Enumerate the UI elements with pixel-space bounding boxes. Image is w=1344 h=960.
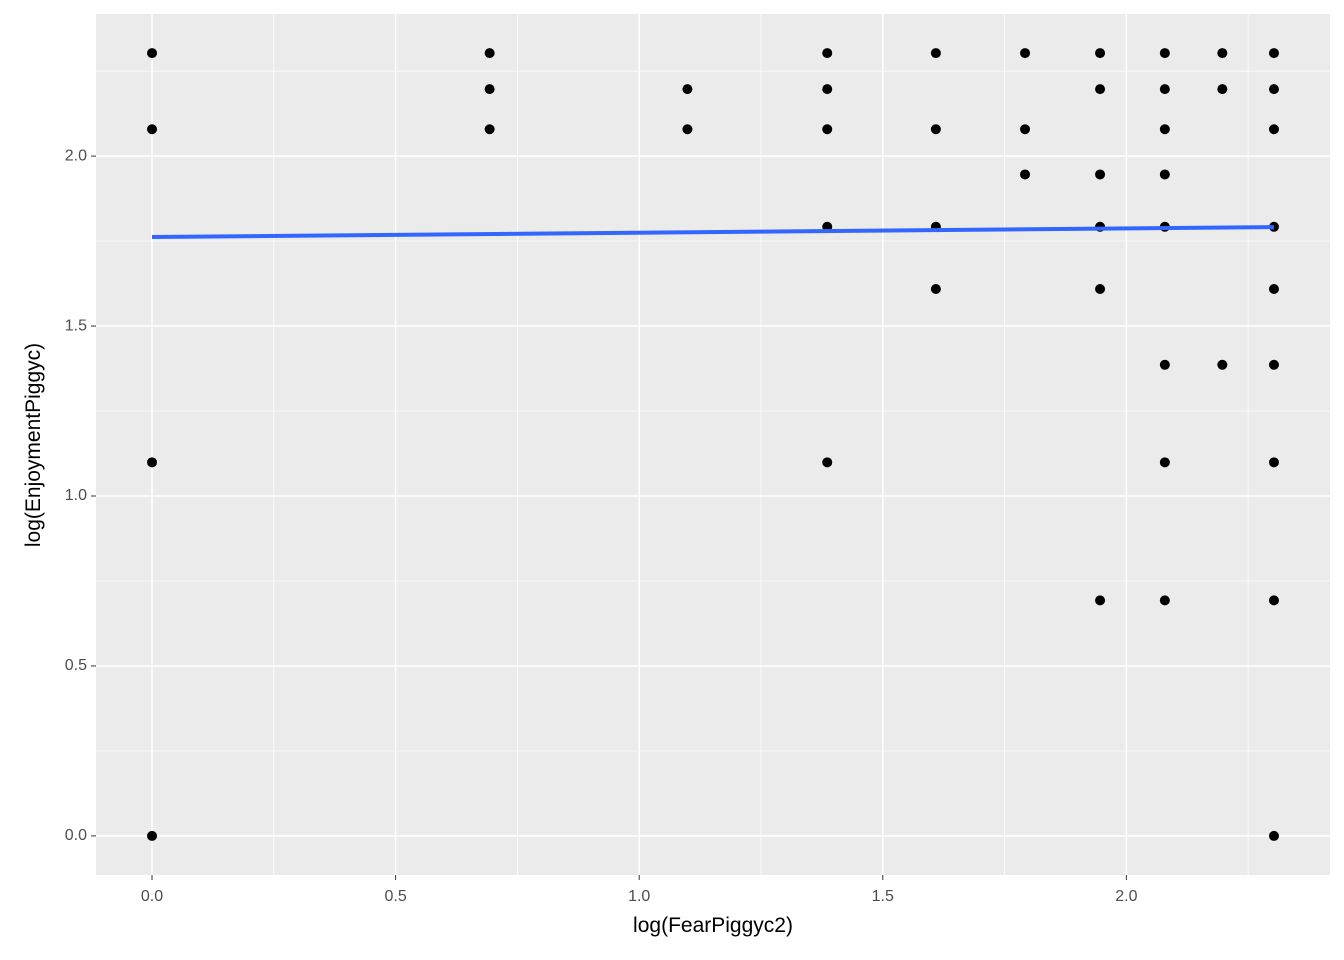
point <box>1268 283 1279 294</box>
point <box>1020 124 1031 135</box>
point <box>1159 124 1170 135</box>
x-tick-label: 1.5 <box>872 888 894 905</box>
x-axis-title: log(FearPiggyc2) <box>633 914 793 937</box>
point <box>930 283 941 294</box>
point <box>1095 283 1106 294</box>
x-tick-label: 1.0 <box>628 888 650 905</box>
point <box>1020 48 1031 59</box>
point <box>1159 595 1170 606</box>
x-tick-label: 0.5 <box>384 888 406 905</box>
point <box>1217 48 1228 59</box>
point <box>147 124 158 135</box>
point <box>1095 595 1106 606</box>
point <box>1268 595 1279 606</box>
point <box>930 48 941 59</box>
y-tick-label: 0.5 <box>65 657 87 674</box>
point <box>1159 48 1170 59</box>
x-tick-label: 2.0 <box>1115 888 1137 905</box>
point <box>682 124 693 135</box>
x-tick-label: 0.0 <box>141 888 163 905</box>
y-tick-label: 1.5 <box>65 317 87 334</box>
point <box>1268 84 1279 95</box>
point <box>822 124 833 135</box>
y-tick-label: 2.0 <box>65 147 87 164</box>
point <box>682 84 693 95</box>
point <box>1020 169 1031 180</box>
point <box>484 84 495 95</box>
panel <box>96 14 1330 875</box>
point <box>1268 359 1279 370</box>
point <box>147 830 158 841</box>
point <box>1217 84 1228 95</box>
fit-line <box>152 225 1274 239</box>
point <box>1268 124 1279 135</box>
point <box>1159 359 1170 370</box>
point <box>1095 84 1106 95</box>
y-axis-title: log(EnjoymentPiggyc) <box>22 343 45 547</box>
y-tick-label: 1.0 <box>65 487 87 504</box>
point <box>147 457 158 468</box>
point <box>1217 359 1228 370</box>
point <box>1268 457 1279 468</box>
point <box>1159 169 1170 180</box>
point <box>822 48 833 59</box>
point <box>1159 84 1170 95</box>
point <box>484 124 495 135</box>
point <box>1268 48 1279 59</box>
y-tick-label: 0.0 <box>65 827 87 844</box>
point <box>822 84 833 95</box>
point <box>1268 221 1279 232</box>
point <box>822 457 833 468</box>
point <box>1095 169 1106 180</box>
point <box>1159 457 1170 468</box>
point <box>930 124 941 135</box>
point <box>1268 830 1279 841</box>
point <box>147 48 158 59</box>
point <box>484 48 495 59</box>
point <box>1095 48 1106 59</box>
